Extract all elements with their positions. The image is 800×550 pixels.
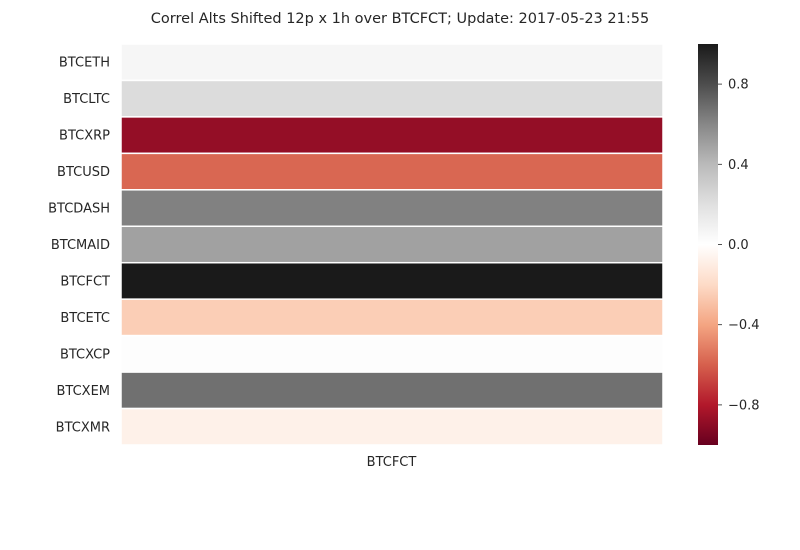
colorbar: 0.8 0.4 0.0 −0.4 −0.8 xyxy=(698,44,760,445)
row-labels: BTCETH BTCLTC BTCXRP BTCUSD BTCDASH BTCMAID BT… xyxy=(48,56,110,436)
colorbar-tick-label: −0.4 xyxy=(728,318,760,333)
row-label-btcltc: BTCLTC xyxy=(63,92,110,107)
row-label-btcxcp: BTCXCP xyxy=(60,347,110,362)
colorbar-tick-label: −0.8 xyxy=(728,398,760,413)
row-label-btcetc: BTCETC xyxy=(60,311,110,326)
row-label-btcxem: BTCXEM xyxy=(56,384,110,399)
heatmap-cell-btcusd xyxy=(120,152,664,191)
row-label-btcxmr: BTCXMR xyxy=(56,420,110,435)
row-label-btcmaid: BTCMAID xyxy=(51,238,110,253)
colorbar-ticks: 0.8 0.4 0.0 −0.4 −0.8 xyxy=(718,78,760,413)
heatmap-cell-btceth xyxy=(120,43,664,82)
heatmap-cell-btcmaid xyxy=(120,225,664,264)
row-label-btcdash: BTCDASH xyxy=(48,202,110,217)
heatmap-cell-btcxmr xyxy=(120,407,664,446)
heatmap-cell-btcltc xyxy=(120,79,664,118)
heatmap-cell-btcfct xyxy=(120,261,664,300)
chart-title: Correl Alts Shifted 12p x 1h over BTCFCT… xyxy=(151,11,649,27)
row-label-btcxrp: BTCXRP xyxy=(59,129,110,144)
heatmap-cell-btcxrp xyxy=(120,116,664,155)
heatmap-cell-btcxcp xyxy=(120,334,664,373)
colorbar-gradient xyxy=(698,44,718,445)
row-label-btcusd: BTCUSD xyxy=(57,165,110,180)
colorbar-tick-label: 0.0 xyxy=(728,238,749,253)
heatmap-cell-btcdash xyxy=(120,189,664,228)
heatmap-cell-btcetc xyxy=(120,298,664,337)
column-label: BTCFCT xyxy=(367,455,417,470)
row-label-btceth: BTCETH xyxy=(59,56,110,71)
row-label-btcfct: BTCFCT xyxy=(60,274,110,289)
heatmap-cell-btcxem xyxy=(120,371,664,410)
colorbar-tick-label: 0.8 xyxy=(728,78,749,93)
colorbar-tick-label: 0.4 xyxy=(728,158,749,173)
heatmap-cells xyxy=(120,43,664,446)
